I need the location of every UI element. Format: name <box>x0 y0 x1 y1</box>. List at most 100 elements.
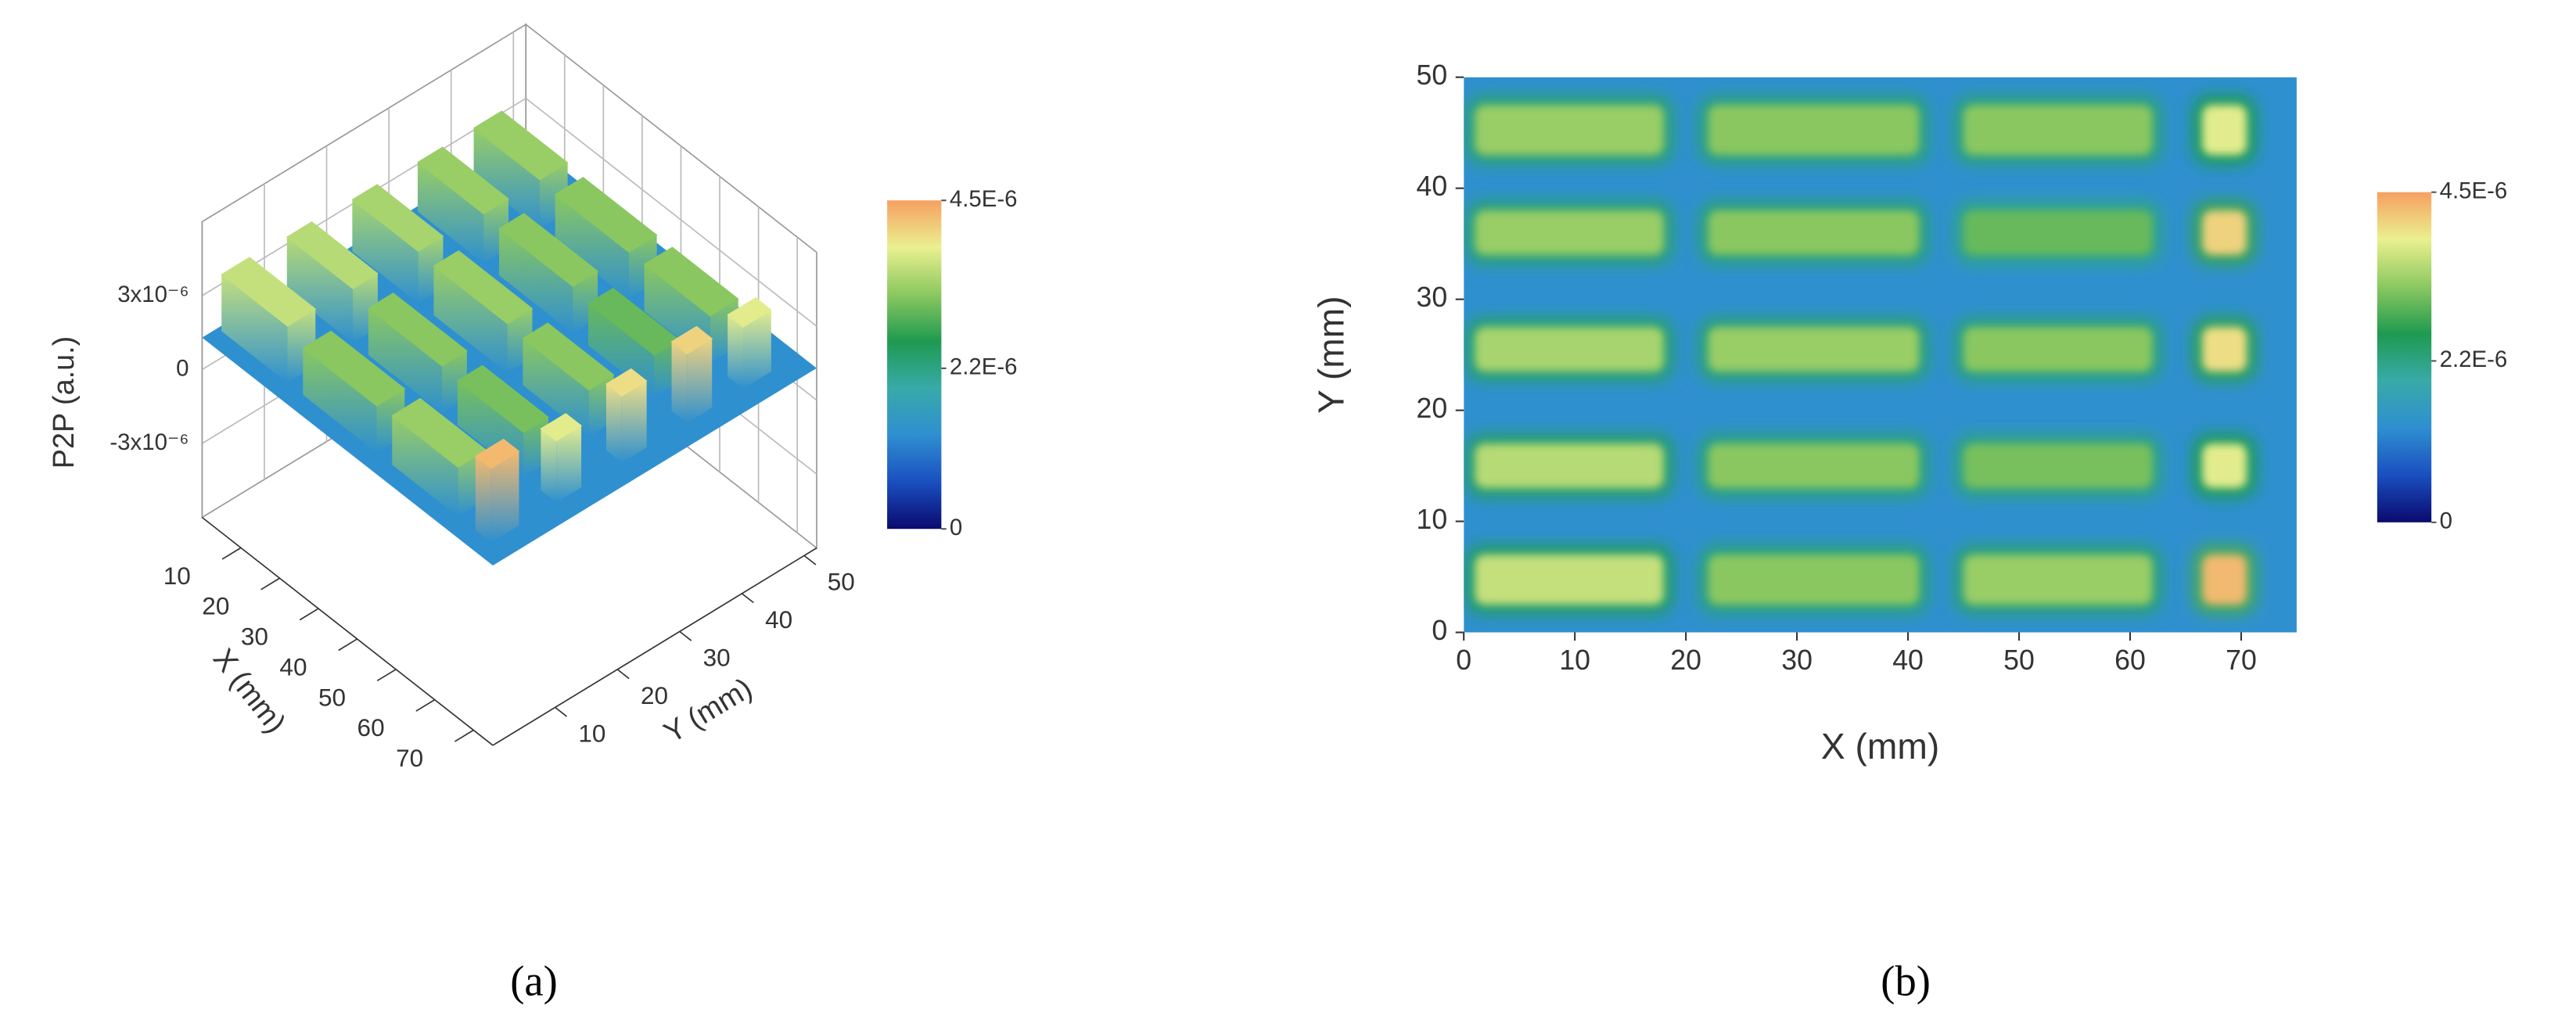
ridge-side <box>368 308 443 413</box>
y-axis-label: Y (mm) <box>659 672 758 749</box>
ridge-top <box>522 322 615 391</box>
x-tick-label: 10 <box>1559 644 1590 676</box>
cell <box>1475 105 1664 156</box>
z-tick-label: 0 <box>176 355 189 381</box>
x-tick-label: 70 <box>396 744 423 772</box>
x-tick <box>454 729 474 742</box>
y-axis <box>492 547 817 746</box>
x-axis-label: X (mm) <box>1821 726 1939 767</box>
colorbar-tick-label: 4.5E-6 <box>2440 178 2508 203</box>
ridge-top <box>474 438 520 469</box>
z-tick-label: -3x10⁻⁶ <box>110 429 189 455</box>
z-axis-label: P2P (a.u.) <box>48 336 81 469</box>
x-axis <box>201 516 494 746</box>
cell <box>1963 210 2153 255</box>
y-tick-label: 20 <box>1417 393 1448 424</box>
y-tick-label: 10 <box>578 720 605 748</box>
ridge-top <box>670 325 713 354</box>
x-tick <box>376 669 397 682</box>
ridge-side <box>523 338 589 437</box>
grid-line <box>525 98 817 327</box>
ridge-top <box>498 213 598 287</box>
cell <box>1708 210 1920 255</box>
ridge-side <box>417 162 484 264</box>
ridge-side <box>221 274 288 383</box>
ridge-side <box>352 199 419 303</box>
colorbar-tick-label: 2.2E-6 <box>950 354 1018 380</box>
cell <box>1963 555 2153 605</box>
ridge-top <box>416 146 509 215</box>
ridge-side <box>490 451 519 543</box>
ridge-top <box>472 110 569 181</box>
x-tick-label: 30 <box>1781 644 1813 676</box>
y-axis-label: Y (mm) <box>1311 296 1352 414</box>
ridge-top <box>643 246 739 317</box>
ridge-top <box>302 330 406 407</box>
ridge-top <box>456 364 549 433</box>
y-tick-label: 50 <box>828 568 855 596</box>
colorbar <box>887 200 942 530</box>
y-tick-label: 0 <box>1432 615 1447 646</box>
ridge-side <box>473 127 540 229</box>
cell <box>1708 443 1920 488</box>
colorbar-tick-label: 4.5E-6 <box>950 186 1018 212</box>
x-tick-label: 10 <box>163 562 191 590</box>
ridge-side <box>687 338 713 423</box>
cell <box>2202 327 2247 372</box>
cell <box>1475 555 1664 605</box>
y-tick <box>679 630 692 641</box>
ridge-top <box>351 184 444 252</box>
cell <box>1475 210 1664 255</box>
ridge-top <box>433 250 534 325</box>
ridge-side <box>286 237 354 343</box>
cell <box>2202 105 2247 156</box>
colorbar-tick-label: 0 <box>2440 508 2452 534</box>
cell <box>1475 443 1664 488</box>
y-tick-label: 40 <box>765 605 792 634</box>
cell <box>2202 210 2247 255</box>
colorbar <box>2377 192 2432 522</box>
ridge-side <box>555 194 629 300</box>
x-tick-label: 20 <box>202 592 229 620</box>
x-tick <box>415 698 436 712</box>
x-tick <box>221 547 242 560</box>
x-tick-label: 50 <box>2003 644 2035 676</box>
ridge-top <box>286 221 379 289</box>
y-tick <box>803 555 817 565</box>
ridge-side <box>605 383 622 463</box>
caption: (a) <box>510 957 558 1005</box>
ridge-side <box>541 429 557 503</box>
ridge-top <box>554 177 658 253</box>
x-tick-label: 40 <box>279 652 307 680</box>
cell <box>1708 327 1920 372</box>
cell <box>1708 555 1920 605</box>
z-tick-label: 3x10⁻⁶ <box>117 282 189 307</box>
x-tick-label: 60 <box>357 713 385 741</box>
y-tick <box>616 669 630 680</box>
ridge-top <box>221 257 317 327</box>
x-tick <box>299 608 319 621</box>
cell <box>1475 327 1664 372</box>
y-tick-label: 20 <box>641 681 668 709</box>
y-tick-label: 30 <box>1417 282 1448 313</box>
y-tick <box>741 593 754 604</box>
colorbar-tick-label: 0 <box>950 515 962 540</box>
y-tick <box>555 706 568 717</box>
cell <box>1963 105 2153 156</box>
x-tick-label: 40 <box>1892 644 1924 676</box>
x-tick-label: 60 <box>2114 644 2146 676</box>
caption: (b) <box>1881 957 1931 1005</box>
ridge-side <box>392 415 458 517</box>
x-tick-label: 70 <box>2226 644 2257 676</box>
ridge-side <box>671 341 688 423</box>
x-tick-label: 20 <box>1670 644 1701 676</box>
x-tick-label: 0 <box>1456 644 1471 676</box>
y-tick-label: 50 <box>1417 59 1448 91</box>
cell <box>1963 327 2153 372</box>
ridge-side <box>743 310 771 389</box>
y-tick-label: 10 <box>1417 504 1448 535</box>
cell <box>1708 105 1920 156</box>
cell <box>2202 555 2247 605</box>
ridge-side <box>475 456 491 543</box>
